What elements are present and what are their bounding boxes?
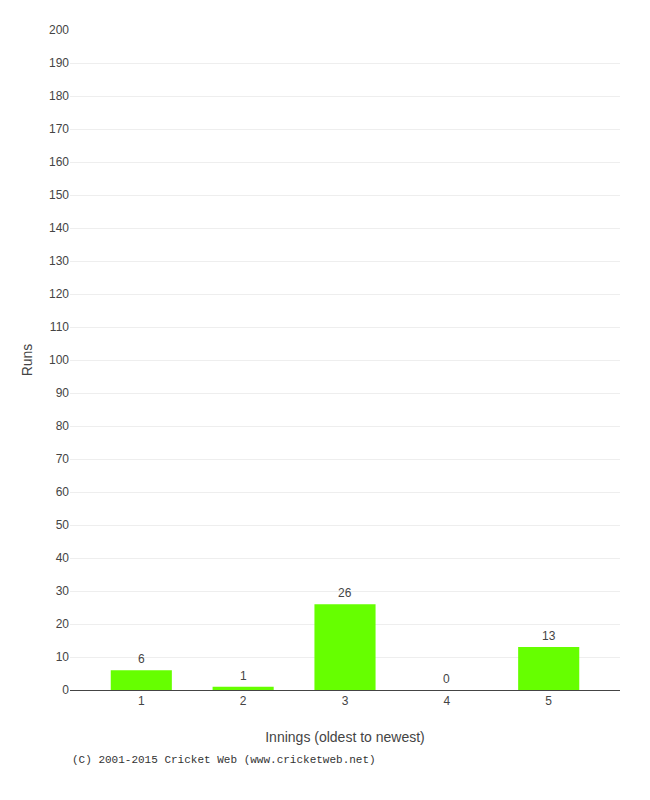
svg-text:3: 3 bbox=[342, 694, 349, 708]
svg-text:50: 50 bbox=[56, 518, 70, 532]
svg-text:26: 26 bbox=[338, 586, 352, 600]
svg-text:1: 1 bbox=[240, 669, 247, 683]
svg-text:160: 160 bbox=[49, 155, 69, 169]
svg-text:(C) 2001-2015 Cricket Web (www: (C) 2001-2015 Cricket Web (www.cricketwe… bbox=[72, 754, 376, 766]
svg-text:80: 80 bbox=[56, 419, 70, 433]
svg-text:150: 150 bbox=[49, 188, 69, 202]
svg-text:60: 60 bbox=[56, 485, 70, 499]
svg-text:1: 1 bbox=[138, 694, 145, 708]
svg-text:20: 20 bbox=[56, 617, 70, 631]
svg-text:90: 90 bbox=[56, 386, 70, 400]
svg-text:10: 10 bbox=[56, 650, 70, 664]
svg-text:0: 0 bbox=[62, 683, 69, 697]
svg-text:13: 13 bbox=[542, 629, 556, 643]
svg-text:120: 120 bbox=[49, 287, 69, 301]
svg-text:6: 6 bbox=[138, 652, 145, 666]
svg-text:Runs: Runs bbox=[19, 344, 35, 377]
svg-text:4: 4 bbox=[444, 694, 451, 708]
svg-text:40: 40 bbox=[56, 551, 70, 565]
svg-text:30: 30 bbox=[56, 584, 70, 598]
svg-text:190: 190 bbox=[49, 56, 69, 70]
svg-text:140: 140 bbox=[49, 221, 69, 235]
svg-text:0: 0 bbox=[443, 672, 450, 686]
svg-text:170: 170 bbox=[49, 122, 69, 136]
svg-text:2: 2 bbox=[240, 694, 247, 708]
svg-text:70: 70 bbox=[56, 452, 70, 466]
svg-text:5: 5 bbox=[545, 694, 552, 708]
svg-text:200: 200 bbox=[49, 23, 69, 37]
svg-text:130: 130 bbox=[49, 254, 69, 268]
svg-text:110: 110 bbox=[50, 320, 69, 334]
svg-text:100: 100 bbox=[49, 353, 69, 367]
svg-text:180: 180 bbox=[49, 89, 69, 103]
svg-text:Innings (oldest to newest): Innings (oldest to newest) bbox=[265, 729, 425, 745]
